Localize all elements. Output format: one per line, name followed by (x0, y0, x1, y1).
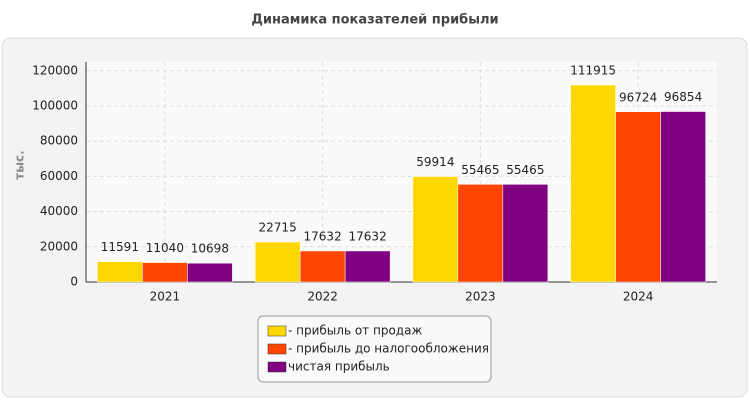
legend-swatch (267, 361, 287, 373)
x-tick-label: 2021 (150, 290, 181, 304)
bar (299, 250, 346, 283)
bar (254, 241, 301, 283)
y-tick-label: 20000 (40, 239, 78, 253)
y-tick-label: 120000 (32, 63, 78, 77)
y-tick-label: 100000 (32, 99, 78, 113)
bar (457, 184, 504, 283)
legend-box (257, 315, 492, 383)
data-label: 96724 (619, 90, 657, 104)
data-label: 11591 (101, 240, 139, 254)
data-label: 96854 (664, 90, 702, 104)
data-label: 10698 (191, 242, 229, 256)
bar (660, 111, 706, 283)
y-tick-label: 0 (70, 275, 78, 289)
x-tick-label: 2023 (465, 290, 496, 304)
y-axis-label: тыс. (13, 150, 27, 179)
data-label: 17632 (304, 229, 342, 243)
data-label: 55465 (461, 163, 499, 177)
data-label: 111915 (570, 64, 616, 78)
y-tick-label: 80000 (40, 134, 78, 148)
legend-swatch (267, 325, 287, 337)
data-label: 17632 (349, 229, 387, 243)
legend-label: - прибыль до налогообложения (288, 342, 489, 356)
y-tick-label: 60000 (40, 169, 78, 183)
y-tick-label: 40000 (40, 204, 78, 218)
legend-label: - прибыль от продаж (288, 324, 422, 338)
data-label: 55465 (506, 163, 544, 177)
legend-label: чистая прибыль (288, 360, 390, 374)
data-label: 11040 (146, 241, 184, 255)
bar (142, 262, 188, 283)
bar (187, 262, 233, 283)
chart-title: Динамика показателей прибыли (251, 13, 498, 28)
bar (615, 111, 661, 283)
bar (412, 176, 459, 283)
bar (502, 184, 549, 283)
bar (344, 250, 391, 283)
data-label: 22715 (259, 221, 297, 235)
x-tick-label: 2022 (307, 290, 338, 304)
data-label: 59914 (416, 155, 454, 169)
x-tick-label: 2024 (623, 290, 654, 304)
bar (570, 84, 616, 283)
legend-swatch (267, 343, 287, 355)
bar (97, 261, 143, 283)
